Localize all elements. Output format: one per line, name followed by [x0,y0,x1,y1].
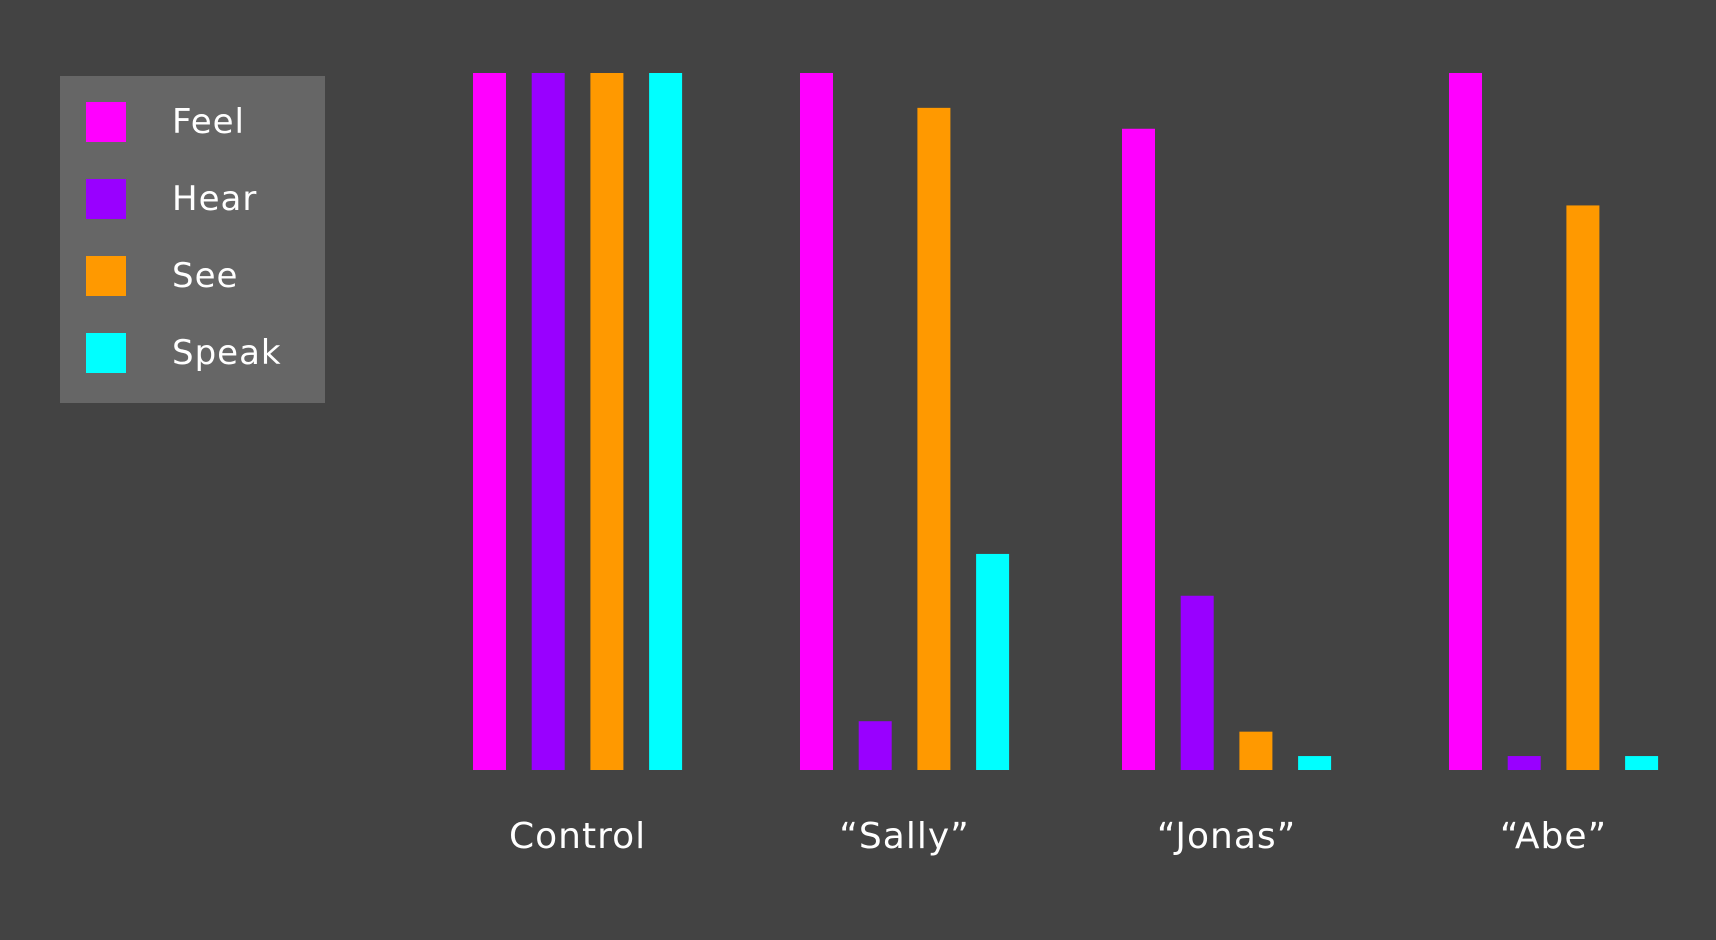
bar-jonas-feel [1122,128,1155,770]
legend-item-see: See [86,256,238,296]
bar-abe-feel [1449,73,1482,770]
bar-control-see [590,73,624,770]
legend-swatch-see [86,256,126,296]
category-label-sally: “Sally” [839,816,970,857]
bar-jonas-speak [1298,756,1332,770]
category-label-jonas: “Jonas” [1157,816,1296,857]
bar-control-feel [473,73,506,770]
chart-legend: Feel Hear See Speak [60,76,325,403]
legend-label-see: See [172,256,239,296]
bar-sally-feel [800,73,833,770]
legend-item-hear: Hear [86,179,257,219]
legend-swatch-speak [86,333,126,373]
bar-abe-see [1566,205,1600,770]
bar-sally-speak [976,553,1010,770]
bar-jonas-see [1239,731,1273,770]
legend-label-speak: Speak [172,333,282,373]
legend-item-feel: Feel [86,102,245,142]
bar-abe-hear [1507,756,1541,770]
bar-control-speak [649,73,683,770]
bar-jonas-hear [1180,595,1214,770]
legend-label-hear: Hear [172,179,258,219]
legend-label-feel: Feel [172,102,245,142]
bar-abe-speak [1625,756,1659,770]
legend-swatch-hear [86,179,126,219]
bar-sally-hear [858,721,892,770]
bar-control-hear [531,73,565,770]
legend-item-speak: Speak [86,333,282,373]
category-label-abe: “Abe” [1500,816,1607,857]
legend-swatch-feel [86,102,126,142]
bar-sally-see [917,107,951,771]
category-label-control: Control [509,816,646,857]
